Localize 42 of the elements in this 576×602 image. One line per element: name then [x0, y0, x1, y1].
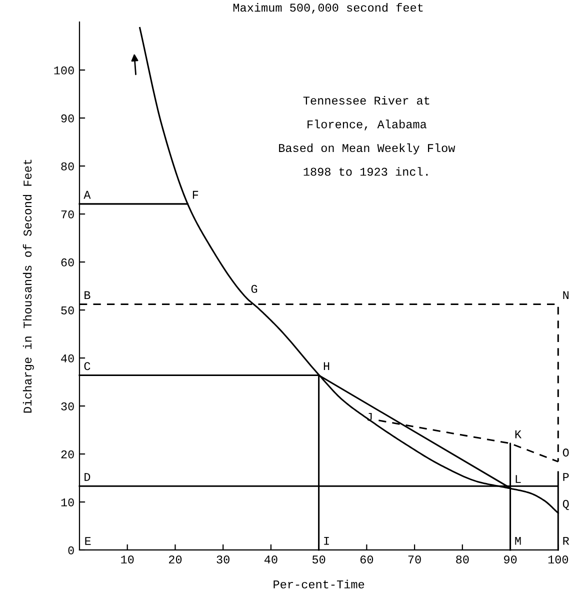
- x-tick-label: 80: [456, 556, 469, 564]
- y-tick-label: 10: [61, 498, 74, 506]
- y-tick-label: 20: [61, 450, 74, 458]
- annotation: P: [563, 473, 569, 481]
- annotation: D: [84, 473, 90, 481]
- annotation: I: [324, 536, 329, 545]
- y-axis-title: Dicharge in Thousands of Second Feet: [22, 160, 34, 413]
- y-tick-label: 70: [61, 210, 74, 218]
- annotation: K: [515, 430, 522, 438]
- y-tick-label: 80: [61, 162, 74, 170]
- annotation: N: [563, 291, 568, 300]
- y-tick-label: 50: [61, 306, 74, 314]
- x-tick-label: 90: [504, 556, 517, 564]
- x-tick-label: 40: [264, 556, 278, 564]
- x-axis-title: Per-cent-Time: [274, 580, 364, 588]
- x-tick-label: 100: [548, 556, 568, 564]
- y-tick-label: 100: [54, 66, 74, 74]
- annotation: L: [516, 475, 521, 483]
- x-tick-label: 60: [360, 556, 374, 564]
- annotation: O: [562, 448, 569, 457]
- y-tick-label: 90: [61, 114, 74, 122]
- y-tick-label: 60: [61, 258, 74, 266]
- y-tick-label: 40: [61, 354, 74, 362]
- annotation: A: [84, 190, 91, 199]
- y-tick-label: 30: [61, 402, 74, 410]
- annotation: E: [85, 537, 91, 545]
- x-tick-label: 20: [168, 556, 182, 564]
- chart-title: Maximum 500,000 second feet: [233, 3, 423, 14]
- x-tick-label: 30: [216, 556, 230, 564]
- annotation: Q: [562, 500, 569, 510]
- x-tick-label: 10: [121, 556, 134, 564]
- annotation: C: [84, 362, 90, 370]
- y-tick-label: 0: [68, 546, 74, 554]
- text: Tennessee River at Florence, Alabama Based on Mean Weekly Flow 1898 to 1923 incl.: [279, 96, 456, 176]
- annotation: H: [324, 362, 330, 370]
- annotation: R: [563, 536, 570, 545]
- annotation: G: [251, 284, 258, 293]
- annotation: F: [192, 190, 198, 199]
- annotation: B: [84, 291, 90, 300]
- x-tick-label: 70: [408, 556, 421, 564]
- x-tick-label: 50: [312, 556, 326, 564]
- annotation: M: [515, 536, 521, 545]
